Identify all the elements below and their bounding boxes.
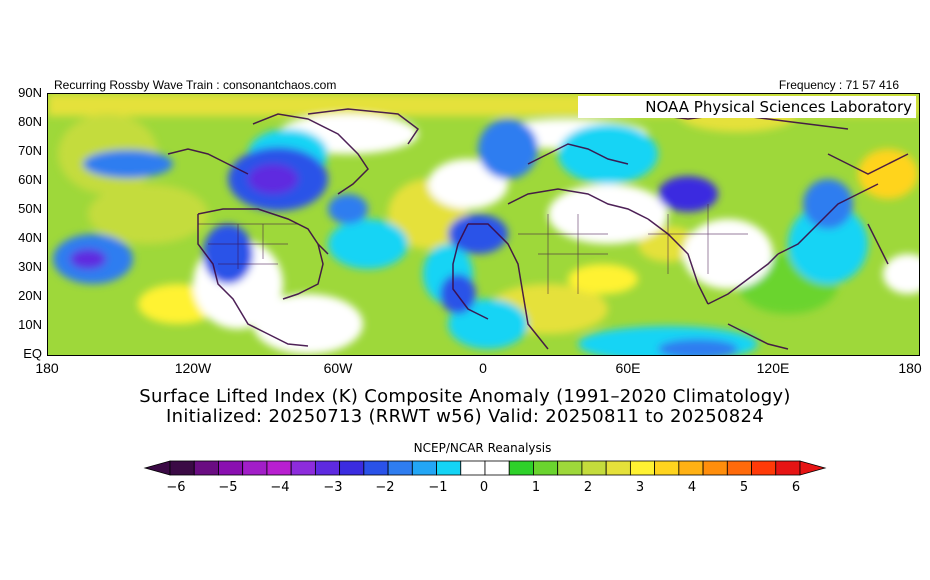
colorbar-swatch (193, 460, 219, 476)
colorbar-tick-label: 2 (583, 480, 593, 495)
colorbar-swatch (654, 460, 680, 476)
x-tick-label: 60E (615, 360, 641, 376)
colorbar-tick-label: 5 (739, 480, 749, 495)
colorbar-swatch (484, 460, 510, 476)
colorbar-swatch (387, 460, 413, 476)
x-tick-label: 120W (174, 360, 212, 376)
x-tick-label: 180 (898, 360, 922, 376)
colorbar-swatch (266, 460, 292, 476)
colorbar-tick-label: 3 (635, 480, 645, 495)
colorbar-tick-label: 0 (479, 480, 489, 495)
colorbar-swatch (218, 460, 244, 476)
y-tick-label: 40N (18, 230, 42, 245)
colorbar-swatch (242, 460, 268, 476)
colorbar-tick-label: −4 (270, 480, 290, 495)
y-tick-label: 90N (18, 85, 42, 100)
colorbar-swatch (678, 460, 704, 476)
colorbar-swatch (557, 460, 583, 476)
colorbar-tick-label: 1 (531, 480, 541, 495)
y-tick-label: 20N (18, 288, 42, 303)
colorbar-swatch (460, 460, 486, 476)
colorbar-tick-label: 6 (791, 480, 801, 495)
x-tick-label: 0 (479, 360, 487, 376)
header-frequency-text: Frequency : 71 57 416 (778, 78, 899, 92)
colorbar-swatch (411, 460, 437, 476)
colorbar-swatch (702, 460, 728, 476)
colorbar-swatch (605, 460, 631, 476)
colorbar-swatch (169, 460, 195, 476)
x-tick-label: 180 (35, 360, 59, 376)
colorbar-tick-label: −1 (428, 480, 448, 495)
y-tick-label: 60N (18, 172, 42, 187)
y-tick-label: 80N (18, 114, 42, 129)
colorbar-swatch (436, 460, 462, 476)
lab-label: NOAA Physical Sciences Laboratory (578, 96, 916, 118)
x-tick-label: 60W (323, 360, 353, 376)
colorbar-swatch (314, 460, 341, 476)
colorbar-tick-label: −6 (166, 480, 186, 495)
colorbar-swatch (629, 460, 656, 476)
colorbar-low-arrow (143, 460, 171, 476)
colorbar-swatch (775, 460, 801, 476)
y-tick-label: 70N (18, 143, 42, 158)
colorbar-swatch (290, 460, 316, 476)
map-subtitle: Initialized: 20250713 (RRWT w56) Valid: … (166, 406, 764, 427)
colorbar-high-arrow (799, 460, 827, 476)
colorbar-tick-label: −5 (218, 480, 238, 495)
colorbar-tick-label: −3 (323, 480, 343, 495)
y-tick-label: 10N (18, 317, 42, 332)
colorbar-swatch (533, 460, 559, 476)
colorbar-swatch (726, 460, 752, 476)
y-tick-label: 30N (18, 259, 42, 274)
colorbar-swatch (508, 460, 534, 476)
colorbar-swatch (339, 460, 365, 476)
anomaly-map (47, 93, 920, 356)
colorbar (143, 460, 827, 476)
colorbar-tick-label: −2 (375, 480, 395, 495)
colorbar-title: NCEP/NCAR Reanalysis (413, 441, 552, 455)
colorbar-swatch (363, 460, 389, 476)
y-tick-label: 50N (18, 201, 42, 216)
header-source-text: Recurring Rossby Wave Train : consonantc… (54, 78, 337, 92)
colorbar-swatch (581, 460, 607, 476)
y-tick-label: EQ (23, 346, 42, 361)
map-title: Surface Lifted Index (K) Composite Anoma… (139, 386, 791, 407)
colorbar-swatch (751, 460, 777, 476)
x-tick-label: 120E (756, 360, 790, 376)
colorbar-tick-label: 4 (687, 480, 697, 495)
